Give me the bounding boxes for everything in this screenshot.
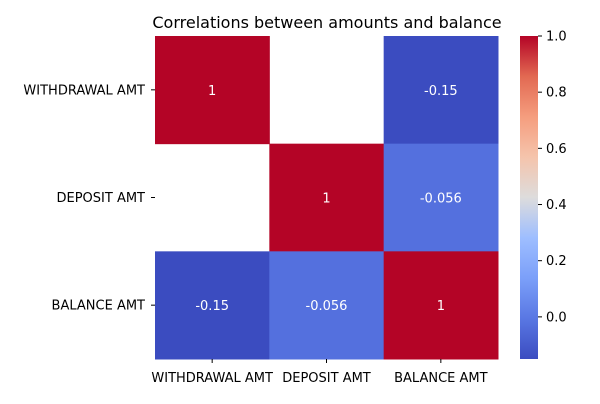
x-axis: WITHDRAWAL AMT DEPOSIT AMT BALANCE AMT bbox=[151, 359, 488, 386]
colorbar-gradient bbox=[520, 36, 538, 359]
heatmap-cell bbox=[383, 36, 499, 145]
heatmap-cells bbox=[155, 36, 499, 360]
colorbar-tick-label: 1.0 bbox=[546, 30, 567, 45]
heatmap-cell-label: 1 bbox=[208, 84, 216, 99]
heatmap-cell-label: 1 bbox=[322, 192, 330, 207]
heatmap-cell bbox=[269, 143, 385, 252]
heatmap-cell bbox=[155, 36, 270, 145]
heatmap-cell bbox=[383, 143, 499, 252]
heatmap-cell bbox=[155, 251, 270, 360]
heatmap-cell bbox=[383, 251, 499, 360]
heatmap-cell bbox=[269, 251, 385, 360]
heatmap-cell-label: -0.056 bbox=[420, 192, 462, 207]
y-tick-label: BALANCE AMT bbox=[52, 299, 146, 314]
heatmap-cell-label: -0.15 bbox=[195, 299, 229, 314]
colorbar-tick-label: 0.2 bbox=[546, 254, 567, 269]
y-tick-label: WITHDRAWAL AMT bbox=[23, 83, 145, 98]
x-tick-label: BALANCE AMT bbox=[394, 371, 488, 386]
colorbar: 0.0 0.2 0.4 0.6 0.8 1.0 bbox=[520, 30, 567, 359]
heatmap-cell-label: 1 bbox=[437, 299, 445, 314]
x-tick-label: WITHDRAWAL AMT bbox=[151, 371, 273, 386]
y-tick-label: DEPOSIT AMT bbox=[56, 191, 145, 206]
x-tick-label: DEPOSIT AMT bbox=[282, 371, 371, 386]
heatmap-cell-labels: 1 -0.15 1 -0.056 -0.15 -0.056 1 bbox=[195, 84, 461, 314]
colorbar-tick-label: 0.8 bbox=[546, 86, 567, 101]
y-axis: WITHDRAWAL AMT DEPOSIT AMT BALANCE AMT bbox=[23, 83, 155, 314]
colorbar-tick-label: 0.0 bbox=[546, 310, 567, 325]
chart-title: Correlations between amounts and balance bbox=[152, 13, 501, 32]
heatmap-cell-label: -0.15 bbox=[424, 84, 458, 99]
colorbar-tick-label: 0.6 bbox=[546, 142, 567, 157]
heatmap-cell-label: -0.056 bbox=[306, 299, 348, 314]
colorbar-tick-label: 0.4 bbox=[546, 198, 567, 213]
colorbar-ticks: 0.0 0.2 0.4 0.6 0.8 1.0 bbox=[538, 30, 567, 325]
